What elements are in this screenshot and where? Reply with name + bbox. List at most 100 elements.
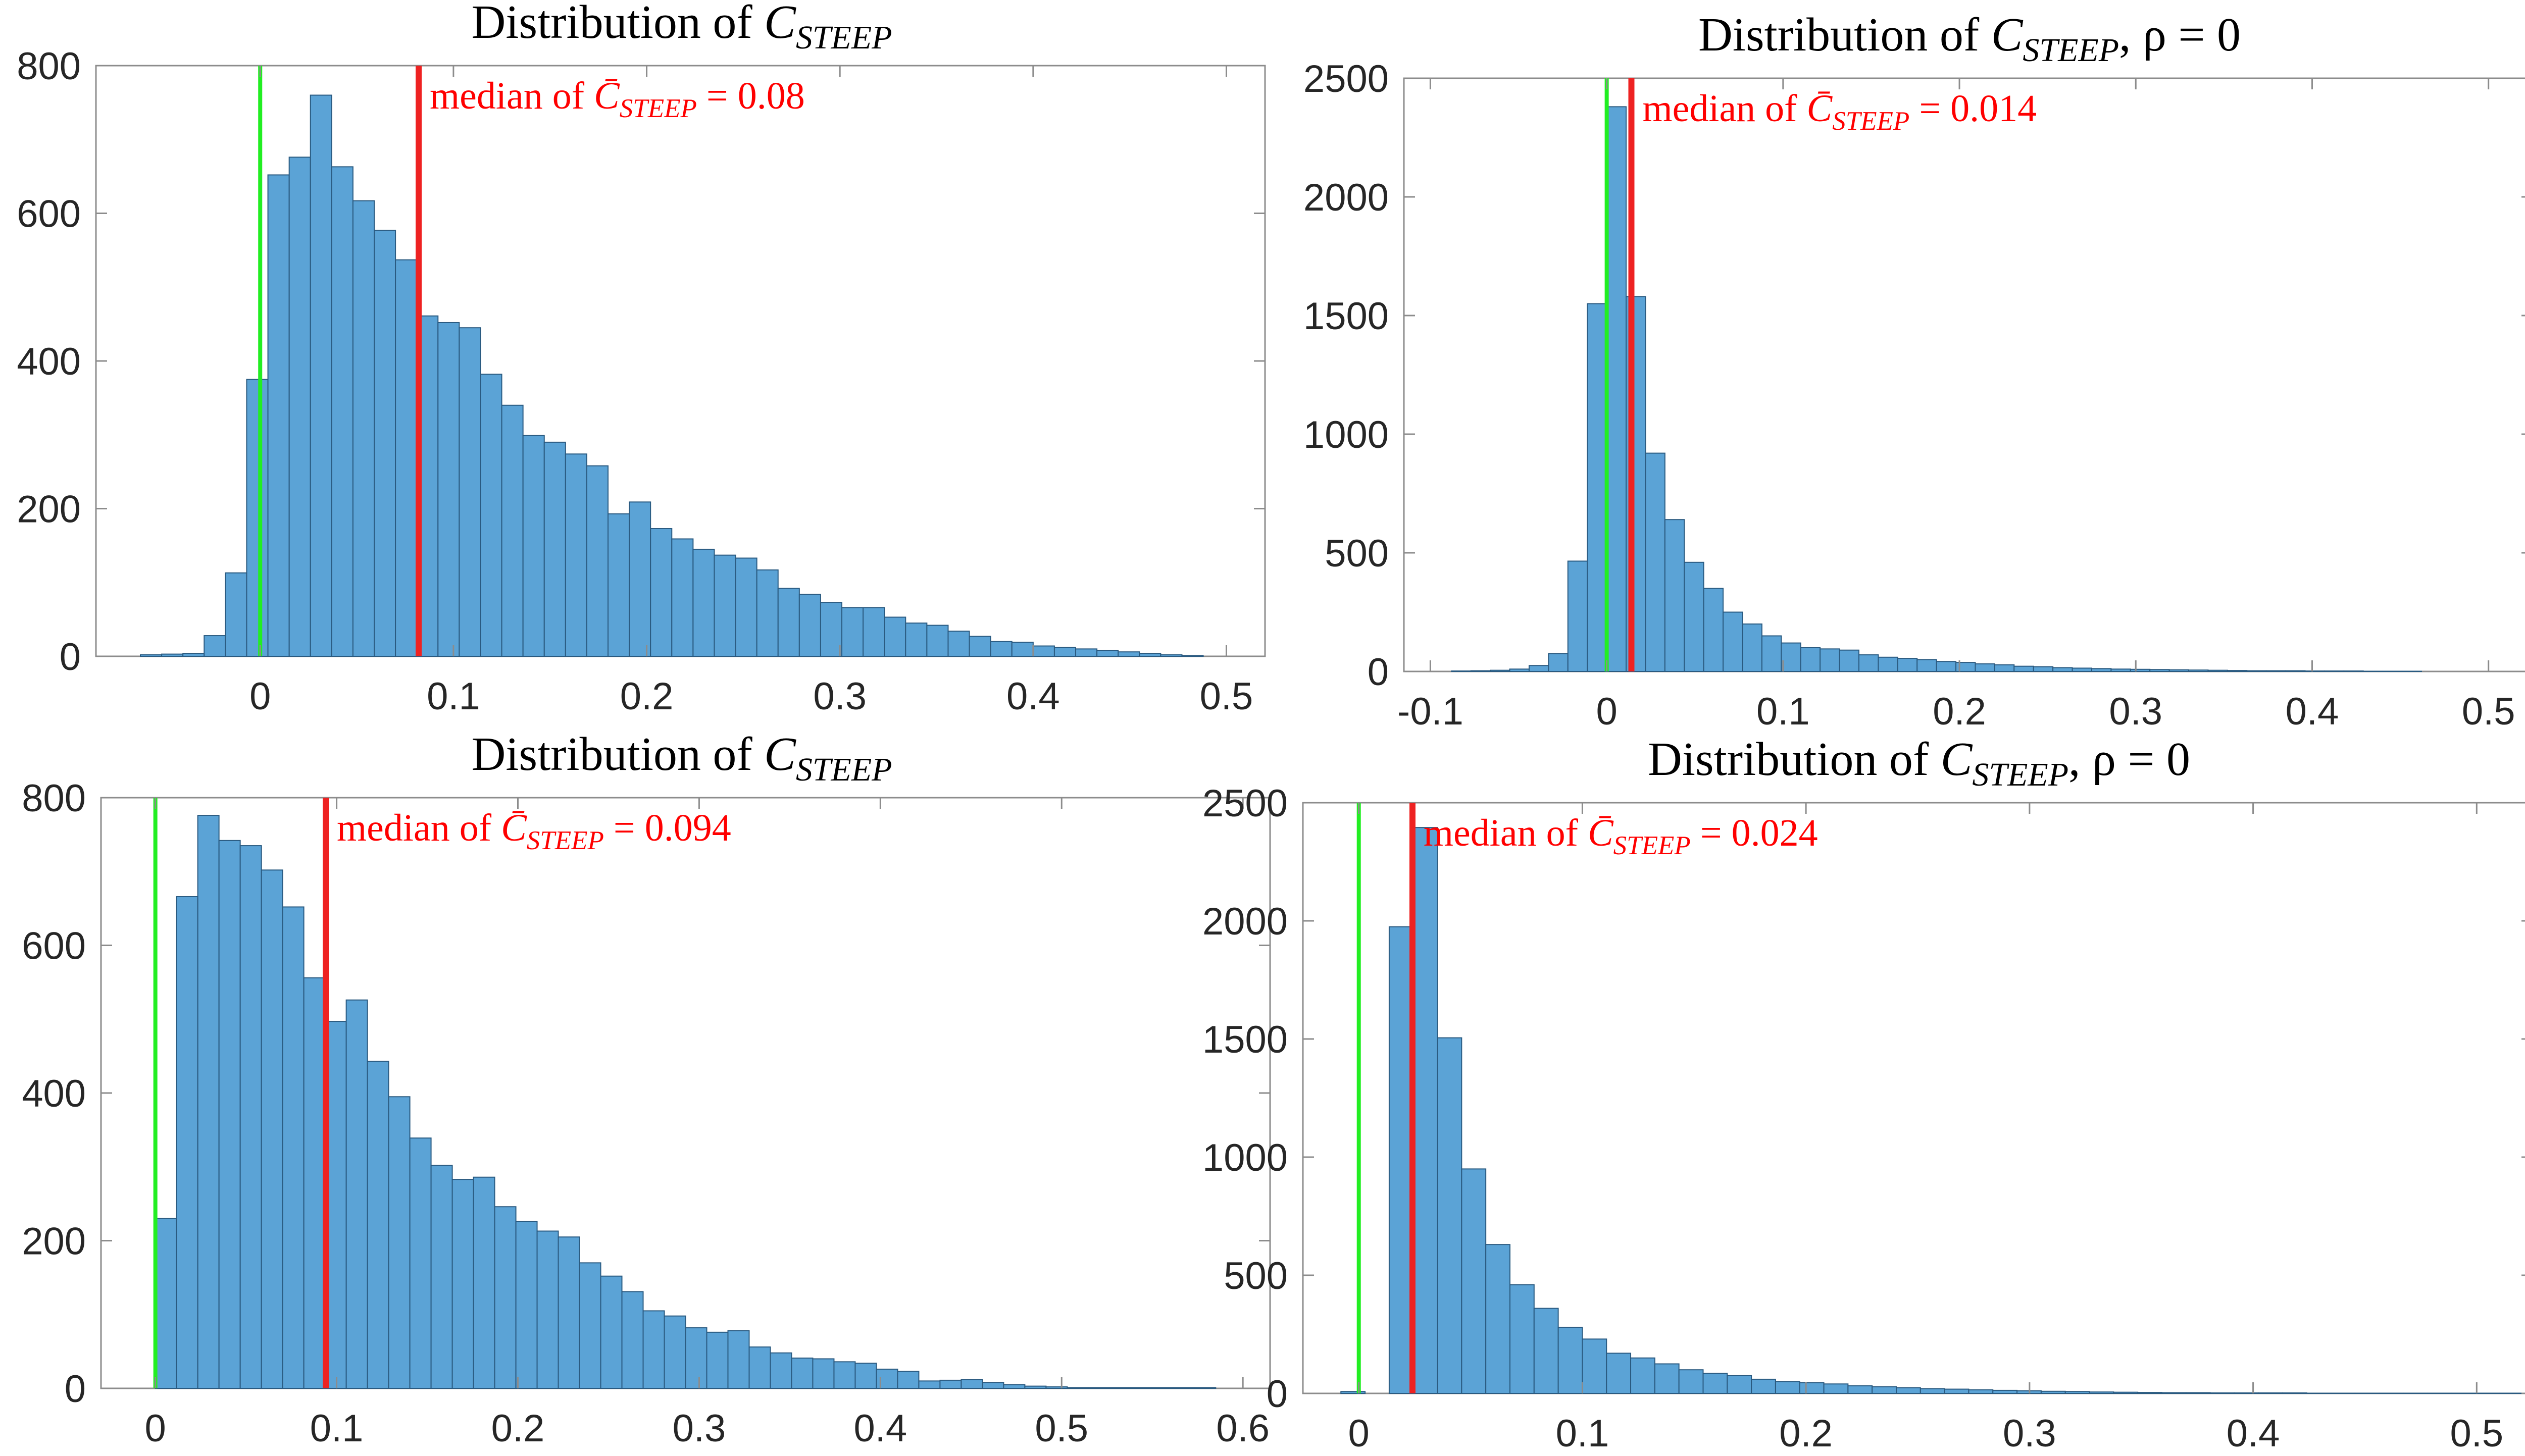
y-tick-label: 400 [22, 1072, 86, 1115]
histogram-bar [884, 616, 906, 657]
histogram-bar [1533, 1308, 1559, 1394]
histogram-bar [261, 869, 283, 1389]
y-tick-label: 600 [22, 925, 86, 968]
histogram-bar [1509, 668, 1530, 672]
histogram-bar [1160, 654, 1183, 657]
median-annotation-suffix: = 0.08 [697, 75, 805, 117]
histogram-bar [352, 200, 375, 657]
histogram-bar [2091, 668, 2112, 672]
histogram-bar [1096, 650, 1119, 657]
histogram-bar [1630, 1357, 1655, 1394]
histogram-bar [841, 607, 864, 657]
chart-title-symbol: C [764, 728, 796, 781]
histogram-bar [501, 404, 524, 657]
x-tick-label: 0.3 [2109, 690, 2162, 733]
chart-title-prefix: Distribution of [471, 728, 764, 781]
histogram-bar [515, 1221, 538, 1389]
histogram-bar [579, 1262, 601, 1389]
histogram-bar [982, 1382, 1004, 1389]
median-annotation: median of C̄STEEP = 0.094 [337, 807, 731, 855]
histogram-bar [735, 557, 758, 657]
histogram-bar [1781, 642, 1801, 672]
histogram-bar [1678, 1369, 1704, 1394]
histogram-bar [1485, 1244, 1510, 1394]
histogram-bar [1800, 647, 1821, 672]
histogram-bar [1703, 588, 1724, 672]
histogram-bar [706, 1331, 729, 1389]
y-tick-label: 0 [1368, 651, 1389, 694]
histogram-bar [1490, 669, 1510, 672]
chart-title-suffix: , ρ = 0 [2068, 733, 2190, 786]
histogram-bar [939, 1379, 962, 1389]
y-tick-label: 600 [17, 193, 81, 236]
histogram-bar [2137, 1392, 2162, 1394]
histogram-bar [1975, 663, 1995, 672]
histogram-bar [600, 1275, 623, 1389]
x-tick-label: 0.1 [1756, 690, 1810, 733]
histogram-bar [820, 602, 843, 657]
histogram-bar [1742, 623, 1762, 672]
histogram-bar [642, 1310, 665, 1389]
histogram-bar [650, 528, 673, 657]
histogram-bar [543, 441, 566, 657]
histogram-bar [2013, 665, 2034, 672]
x-tick-label: 0 [1348, 1412, 1370, 1455]
histogram-bar [1075, 648, 1098, 657]
histogram-bar [1340, 1391, 1366, 1394]
histogram-bar [2130, 668, 2151, 672]
histogram-bar [2113, 1391, 2139, 1394]
histogram-bar [748, 1346, 771, 1389]
histogram-bar [897, 1371, 920, 1389]
histogram-bar [1723, 611, 1743, 672]
histogram-bar [1775, 1381, 1800, 1394]
histogram-bar [608, 513, 630, 657]
histogram-bar [430, 1165, 453, 1389]
histogram-bar [1606, 106, 1627, 672]
histogram-bar [969, 636, 991, 657]
histogram-bar [451, 1179, 474, 1389]
y-tick-label: 1500 [1202, 1018, 1288, 1061]
x-tick-label: 0 [1596, 690, 1617, 733]
histogram-bar [331, 166, 354, 657]
histogram-bar [1823, 1383, 1849, 1394]
histogram-bar [1751, 1378, 1776, 1394]
x-tick-label: 0.3 [813, 675, 867, 718]
y-tick-label: 400 [17, 340, 81, 383]
x-tick-label: 0.3 [2003, 1412, 2056, 1455]
histogram-bar [961, 1379, 983, 1389]
histogram-bar [777, 588, 800, 657]
histogram-bar [1053, 647, 1077, 657]
median-annotation: median of C̄STEEP = 0.024 [1424, 812, 1818, 860]
x-tick-label: 0.2 [1779, 1412, 1833, 1455]
histogram-bar [692, 548, 715, 657]
x-tick-label: 0.6 [1216, 1407, 1270, 1450]
chart-title-prefix: Distribution of [471, 0, 764, 48]
median-annotation-prefix: median of [1642, 87, 1806, 130]
chart-title-subscript: STEEP [2023, 32, 2119, 69]
histogram-bar [1045, 1386, 1068, 1389]
chart-title: Distribution of CSTEEP, ρ = 0 [1648, 733, 2190, 793]
x-tick-label: 0.4 [2227, 1412, 2280, 1455]
histogram-bar [812, 1358, 835, 1389]
histogram-bar [1872, 1386, 1897, 1394]
histogram-bar [1684, 561, 1704, 672]
histogram-bar [905, 622, 928, 657]
histogram-bar [1994, 664, 2015, 672]
histogram-bar [197, 815, 220, 1389]
histogram-panel-3: 0 0.1 0.2 0.3 0.4 0.5 0.6 0 200 400 600 800 Distribu… [22, 728, 1271, 1450]
histogram-bar [714, 554, 736, 657]
chart-title-prefix: Distribution of [1648, 733, 1941, 786]
x-tick-label: 0.2 [1933, 690, 1986, 733]
histogram-bar [671, 538, 694, 657]
x-tick-label: 0.2 [620, 675, 674, 718]
histogram-bar [1032, 645, 1055, 657]
histogram-bar [756, 569, 779, 657]
histogram-bar [2188, 669, 2209, 672]
histogram-bar [990, 641, 1013, 657]
histogram-bar [2040, 1390, 2066, 1394]
histogram-bar [1858, 654, 1879, 672]
chart-title-symbol: C [764, 0, 796, 48]
histogram-bar [1139, 653, 1162, 657]
x-tick-label: -0.1 [1397, 690, 1463, 733]
histogram-bar [2227, 670, 2248, 672]
